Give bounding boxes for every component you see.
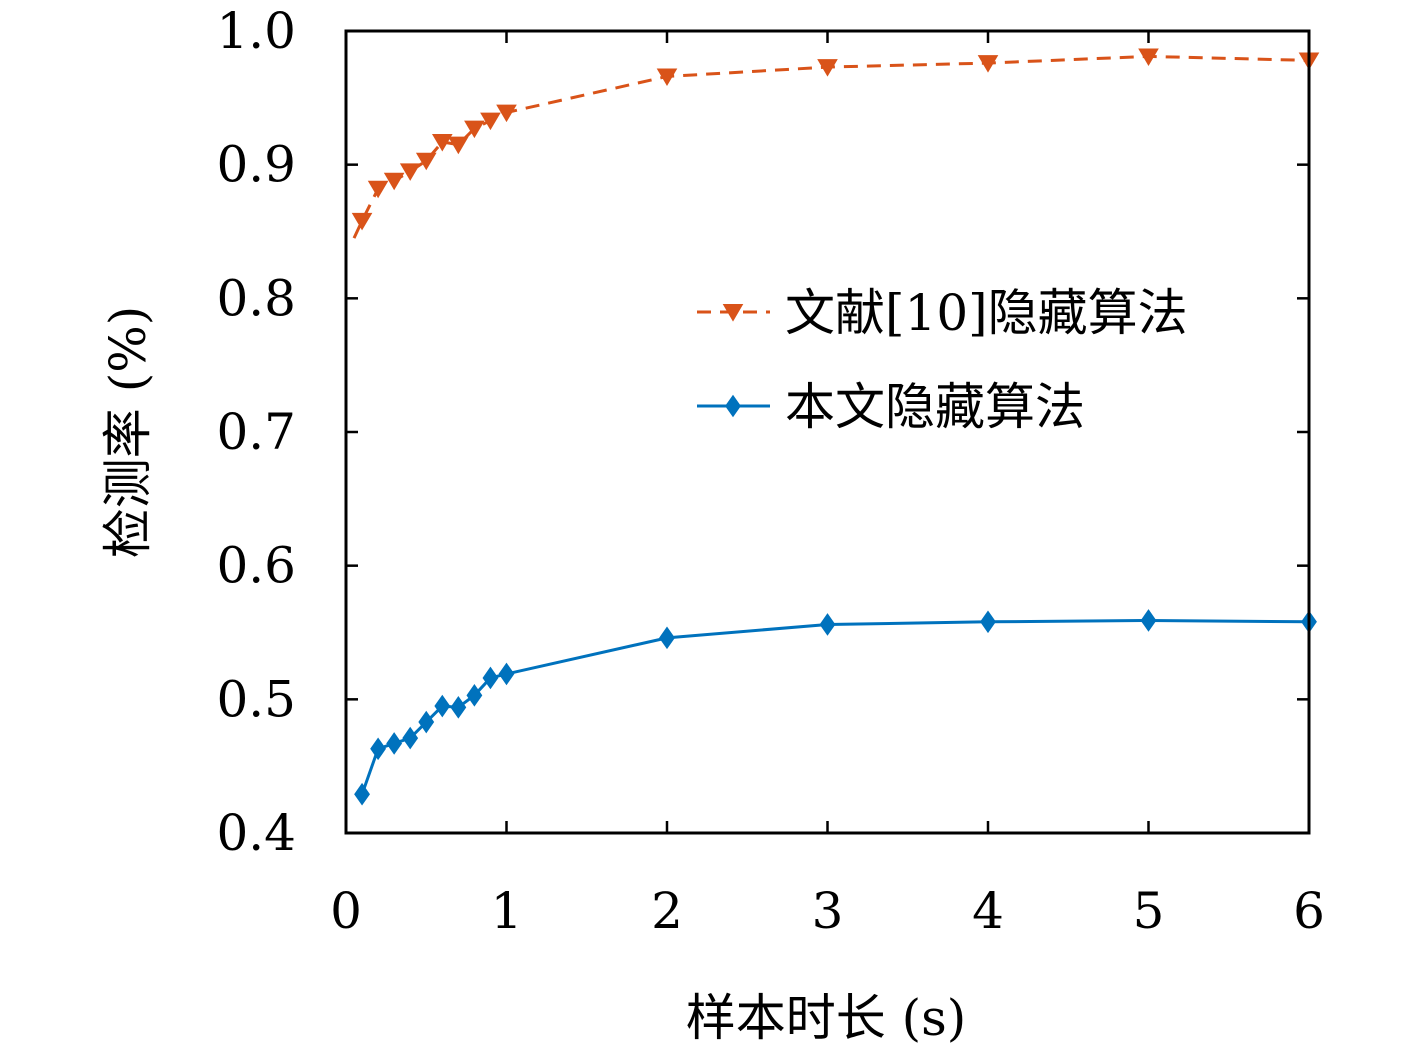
series-1-point <box>383 172 405 191</box>
legend-marker-1 <box>722 304 744 322</box>
series-line-2 <box>360 618 1310 795</box>
series-2-point <box>1140 609 1157 632</box>
x-tick-label: 2 <box>651 882 683 940</box>
y-tick-label: 0.4 <box>216 804 296 862</box>
y-axis-label: 检测率 (%) <box>99 306 157 558</box>
series-2-point <box>370 737 387 761</box>
x-tick-label: 0 <box>330 882 362 940</box>
plot-area <box>351 48 1320 806</box>
series-2-point <box>418 710 435 734</box>
series-2-point <box>354 782 370 806</box>
series-1-point <box>1138 48 1159 66</box>
series-2-point <box>659 626 675 650</box>
legend-label-1: 文献[10]隐藏算法 <box>785 284 1188 342</box>
y-tick-label: 0.5 <box>216 670 296 728</box>
series-1-point <box>817 59 838 77</box>
series-2-point <box>450 696 467 719</box>
legend-marker-2 <box>725 394 741 418</box>
series-1-point <box>480 112 501 131</box>
series-1-point <box>496 104 517 123</box>
series-2-point <box>819 613 836 636</box>
series-2-point <box>482 666 499 690</box>
series-1-point <box>977 55 999 73</box>
series-2-point <box>402 726 419 750</box>
series-2-point <box>498 662 515 686</box>
x-tick-label: 4 <box>972 882 1004 940</box>
legend-label-2: 本文隐藏算法 <box>785 378 1085 436</box>
series-1-point <box>464 120 485 139</box>
x-tick-label: 5 <box>1133 882 1165 940</box>
series-2-point <box>980 610 996 634</box>
y-tick-label: 0.6 <box>216 537 296 595</box>
series-1-point <box>448 136 469 155</box>
y-tick-label: 0.9 <box>216 136 296 194</box>
series-1-point <box>415 152 437 171</box>
y-tick-label: 0.7 <box>216 403 296 461</box>
x-tick-label: 3 <box>812 882 844 940</box>
x-tick-label: 6 <box>1293 882 1325 940</box>
axes: 0 1 2 3 4 5 6 0.4 0.5 0.6 0.7 0.8 0.9 1.0 <box>216 2 1324 940</box>
x-axis-label: 样本时长 (s) <box>686 989 967 1047</box>
y-tick-label: 1.0 <box>216 2 296 60</box>
series-1-point <box>656 68 678 87</box>
series-line-1 <box>352 54 1310 239</box>
series-2-point <box>466 684 483 707</box>
series-2-point <box>434 694 451 718</box>
series-1-point <box>367 180 389 199</box>
x-tick-label: 1 <box>491 882 523 940</box>
y-tick-label: 0.8 <box>216 269 296 327</box>
series-1-point <box>399 163 421 181</box>
series-1-point <box>431 133 453 152</box>
series-1-point <box>351 212 373 231</box>
series-2-point <box>386 732 403 755</box>
